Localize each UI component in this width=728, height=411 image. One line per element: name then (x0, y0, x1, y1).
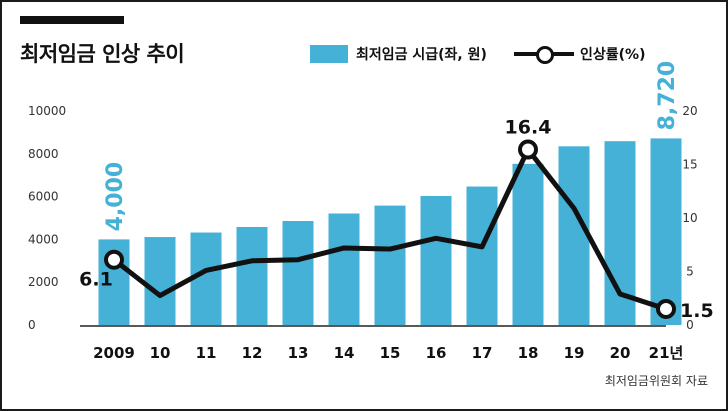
legend-bar-label: 최저임금 시급(좌, 원) (356, 47, 487, 63)
x-tick-label: 2009 (93, 344, 135, 362)
x-tick-label: 11 (196, 344, 217, 362)
left-tick-label: 10000 (28, 104, 66, 118)
right-tick-label: 10 (682, 211, 697, 225)
bar-data-label: 7,530 (517, 197, 542, 267)
rate-marker-21년 (656, 298, 676, 319)
right-tick-label: 0 (686, 318, 694, 332)
bar-12 (236, 226, 268, 325)
bar-15 (374, 205, 406, 325)
left-tick-label: 0 (28, 318, 36, 332)
x-tick-label: 13 (288, 344, 309, 362)
left-tick-label: 2000 (28, 275, 59, 289)
legend-bar-item: 최저임금 시급(좌, 원) (310, 44, 487, 64)
x-tick-label: 19 (564, 344, 585, 362)
bar-data-label: 8,720 (655, 61, 680, 131)
bar-data-label: 4,000 (103, 162, 128, 232)
rate-data-label: 6.1 (79, 269, 113, 291)
bar-19 (558, 146, 590, 325)
source-note: 최저임금위원회 자료 (604, 374, 708, 388)
right-tick-label: 5 (686, 265, 694, 279)
x-tick-label: 16 (426, 344, 447, 362)
rate-data-label: 16.4 (505, 117, 552, 139)
rate-marker-2009 (104, 249, 124, 270)
x-tick-label: 17 (472, 344, 493, 362)
rate-data-label: 1.5 (680, 300, 714, 322)
x-tick-label: 10 (150, 344, 171, 362)
x-tick-label: 21년 (649, 344, 684, 362)
right-tick-label: 15 (682, 158, 697, 172)
right-tick-label: 20 (682, 104, 697, 118)
bar-13 (282, 220, 314, 325)
legend-line-label: 인상률(%) (580, 47, 646, 63)
left-tick-label: 8000 (28, 147, 59, 161)
bar-10 (144, 237, 176, 325)
title-accent-bar (20, 16, 124, 24)
chart-title: 최저임금 인상 추이 (20, 42, 185, 66)
bar-14 (328, 213, 360, 325)
bar-17 (466, 186, 498, 325)
legend-bar-swatch (310, 45, 348, 63)
bar-21년 (650, 138, 682, 325)
x-tick-label: 15 (380, 344, 401, 362)
x-tick-label: 18 (518, 344, 539, 362)
x-tick-label: 12 (242, 344, 263, 362)
rate-line (112, 147, 667, 312)
bar-18 (512, 163, 544, 325)
x-tick-label: 14 (334, 344, 355, 362)
x-tick-label: 20 (610, 344, 631, 362)
left-tick-label: 6000 (28, 190, 59, 204)
bar-16 (420, 195, 452, 325)
legend-line-item: 인상률(%) (514, 44, 645, 64)
legend-line-swatch (514, 45, 574, 64)
left-tick-label: 4000 (28, 232, 59, 246)
rate-marker-18 (518, 139, 538, 160)
